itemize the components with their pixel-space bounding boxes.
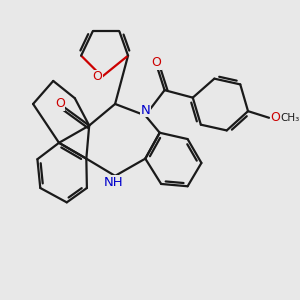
Text: N: N xyxy=(141,104,151,117)
Text: O: O xyxy=(151,56,161,69)
Text: O: O xyxy=(55,98,65,110)
Text: CH₃: CH₃ xyxy=(280,113,299,123)
Text: O: O xyxy=(92,70,102,83)
Text: NH: NH xyxy=(104,176,124,189)
Text: O: O xyxy=(271,111,280,124)
